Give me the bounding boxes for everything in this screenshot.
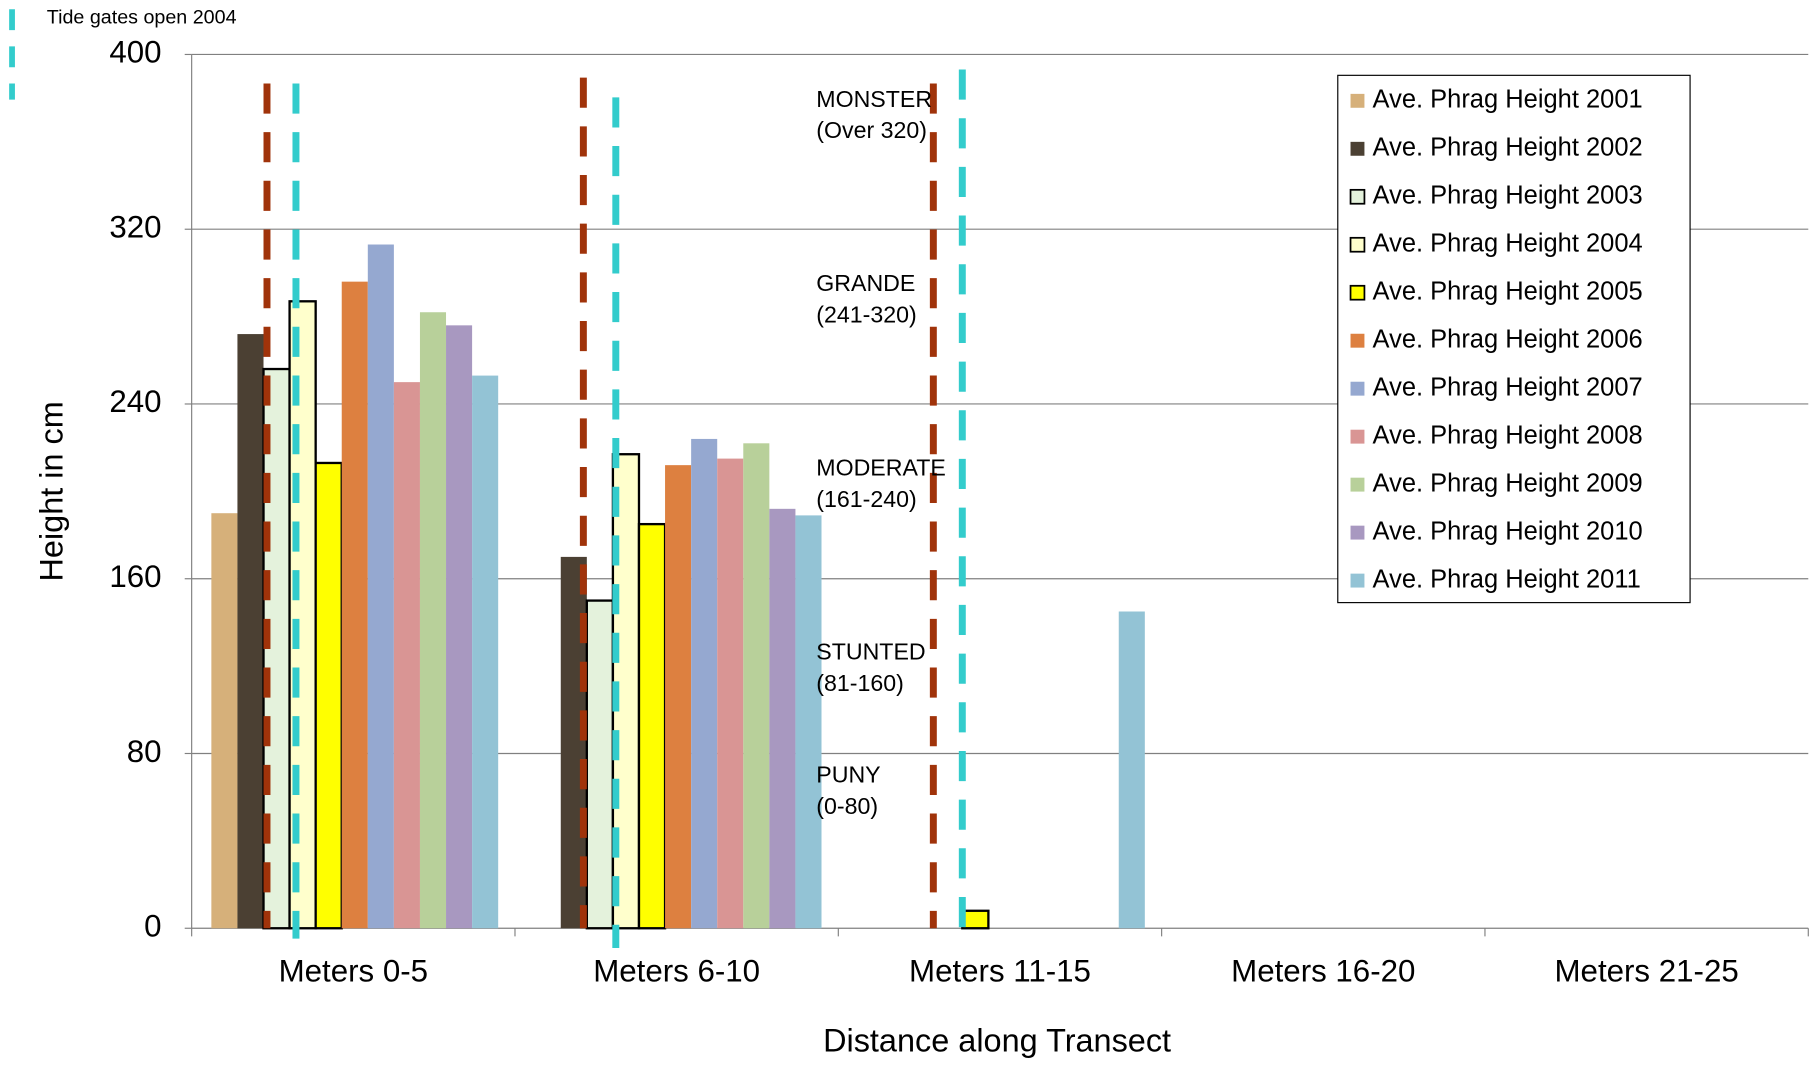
y-axis-title: Height in cm xyxy=(33,401,69,581)
legend-swatch xyxy=(1350,477,1365,492)
x-tick-label: Meters 21-25 xyxy=(1555,954,1739,989)
x-tick-label: Meters 0-5 xyxy=(279,954,428,989)
legend-swatch xyxy=(1349,236,1366,253)
annotation: (161-240) xyxy=(816,486,916,512)
bar xyxy=(237,334,264,929)
bar xyxy=(585,599,615,930)
y-tick-label: 80 xyxy=(127,734,162,769)
annotations: MONSTER (Over 320) GRANDE (241-320) MODERATE… xyxy=(816,86,946,819)
legend-box xyxy=(1337,74,1691,604)
bar xyxy=(717,458,744,929)
x-tick-label: Meters 16-20 xyxy=(1231,954,1415,989)
bar xyxy=(314,461,343,930)
bar xyxy=(211,513,238,929)
x-tick-label: Meters 11-15 xyxy=(909,954,1091,989)
legend-swatch xyxy=(1350,333,1365,348)
annotation: GRANDE xyxy=(816,270,915,296)
bar xyxy=(393,382,420,929)
bar xyxy=(367,244,394,929)
bar xyxy=(637,522,667,930)
annotation: (Over 320) xyxy=(816,117,927,143)
bar xyxy=(769,508,796,929)
annotation: STUNTED xyxy=(816,639,925,665)
y-tick-label: 0 xyxy=(144,909,161,944)
legend-label: Ave. Phrag Height 2006 xyxy=(1373,325,1643,353)
y-tick-label: 160 xyxy=(109,559,161,594)
annotation: (81-160) xyxy=(816,670,904,696)
y-tick-label: 400 xyxy=(109,35,161,70)
annotation: PUNY xyxy=(816,762,880,788)
legend-swatch xyxy=(1350,525,1365,540)
legend-label: Ave. Phrag Height 2011 xyxy=(1373,565,1641,593)
grid: 0 80 160 240 320 400 Meters 0-5 Meters 6-10 Mete… xyxy=(109,35,1809,989)
x-axis-title: Distance along Transect xyxy=(823,1023,1171,1059)
bar xyxy=(665,465,692,929)
legend-swatch xyxy=(1349,188,1366,205)
tide-lines xyxy=(263,69,966,948)
bar xyxy=(743,443,770,929)
annotation: (0-80) xyxy=(816,793,878,819)
bar xyxy=(446,325,473,929)
bar xyxy=(691,438,718,929)
annotation: (241-320) xyxy=(816,301,916,327)
legend-label: Ave. Phrag Height 2003 xyxy=(1373,182,1643,210)
legend-swatch xyxy=(1349,284,1366,301)
bar xyxy=(1118,611,1145,929)
bar xyxy=(419,312,447,929)
bar xyxy=(472,375,499,929)
legend-label: Ave. Phrag Height 2004 xyxy=(1373,229,1643,257)
x-tick-label: Meters 6-10 xyxy=(593,954,760,989)
legend: Ave. Phrag Height 2001 Ave. Phrag Height … xyxy=(1337,74,1691,604)
legend-label: Ave. Phrag Height 2009 xyxy=(1373,469,1643,497)
bar xyxy=(961,909,990,930)
legend-swatch xyxy=(1350,573,1365,588)
annotation: MODERATE xyxy=(816,454,946,480)
y-tick-label: 320 xyxy=(109,209,161,244)
legend-label: Ave. Phrag Height 2007 xyxy=(1373,373,1643,401)
legend-label: Ave. Phrag Height 2005 xyxy=(1373,277,1643,305)
bars xyxy=(211,244,1145,930)
legend-label: Ave. Phrag Height 2001 xyxy=(1373,86,1643,114)
y-tick-label: 240 xyxy=(109,384,161,419)
legend-label: Ave. Phrag Height 2010 xyxy=(1373,517,1643,545)
legend-label: Ave. Phrag Height 2002 xyxy=(1373,134,1643,162)
bar xyxy=(795,515,822,929)
annotation: MONSTER xyxy=(816,86,932,112)
legend-swatch xyxy=(1350,381,1365,396)
legend-swatch xyxy=(1350,93,1365,108)
tide-gate-note: Tide gates open 2004 xyxy=(47,7,237,29)
legend-label: Ave. Phrag Height 2008 xyxy=(1373,421,1643,449)
legend-swatch xyxy=(1350,141,1365,156)
legend-swatch xyxy=(1350,429,1365,444)
bar xyxy=(341,281,368,929)
